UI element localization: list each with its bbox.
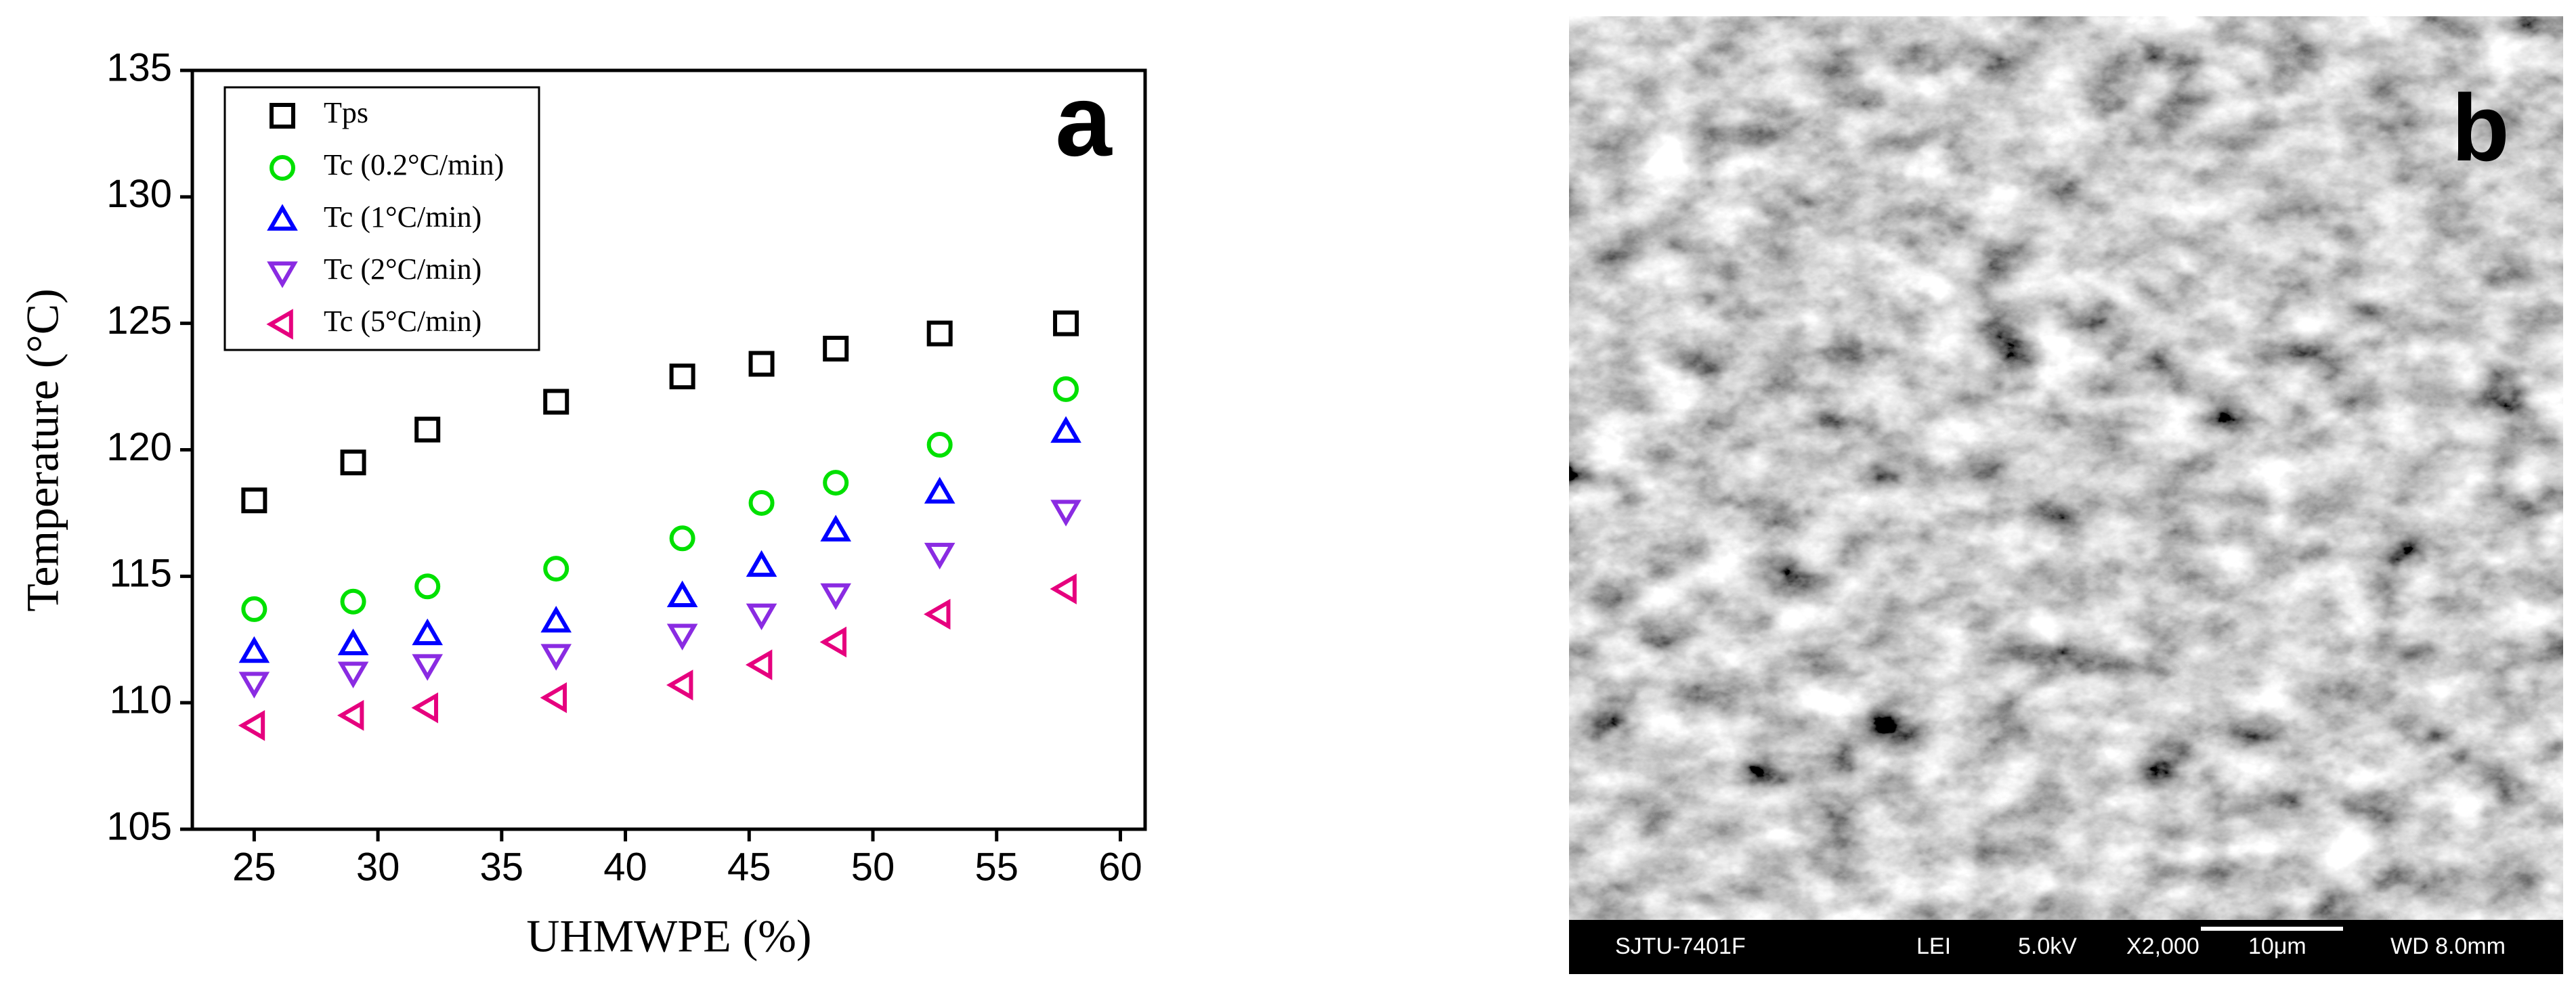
marker [926, 320, 953, 347]
legend-marker [267, 261, 298, 288]
marker [337, 628, 369, 656]
marker [540, 682, 567, 713]
marker [926, 432, 953, 458]
panel-label: a [1055, 64, 1113, 177]
marker [238, 671, 270, 699]
marker [748, 489, 775, 516]
marker [543, 389, 570, 415]
marker [924, 542, 956, 570]
marker [746, 603, 777, 630]
marker [340, 449, 366, 476]
marker [819, 626, 846, 658]
x-tick-label: 30 [356, 845, 400, 889]
marker [238, 636, 270, 663]
legend-label: Tc (0.2°C/min) [324, 148, 504, 181]
marker [746, 550, 777, 577]
marker [666, 669, 693, 701]
marker [924, 477, 956, 504]
legend-label: Tc (1°C/min) [324, 200, 481, 234]
legend-marker [270, 155, 295, 181]
info-text: LEI [1916, 933, 1951, 959]
marker [748, 351, 775, 377]
y-tick-label: 125 [106, 299, 172, 343]
info-text: SJTU-7401F [1615, 933, 1746, 959]
x-axis-label: UHMWPE (%) [526, 910, 811, 962]
y-tick-label: 120 [106, 425, 172, 469]
marker [745, 649, 773, 680]
legend-label: Tc (2°C/min) [324, 252, 481, 286]
marker [820, 583, 851, 611]
marker [543, 556, 570, 582]
info-text: X2,000 [2126, 933, 2199, 959]
y-tick-label: 115 [110, 552, 172, 596]
legend-marker [266, 309, 293, 340]
legend-label: Tps [324, 96, 368, 129]
marker [1053, 376, 1079, 402]
marker [540, 606, 572, 633]
sem-texture [1569, 16, 2563, 920]
marker [666, 623, 698, 651]
x-tick-label: 25 [232, 845, 276, 889]
marker [823, 336, 849, 362]
x-tick-label: 40 [603, 845, 647, 889]
x-tick-label: 50 [851, 845, 895, 889]
y-tick-label: 130 [106, 172, 172, 216]
marker [1050, 416, 1081, 443]
marker [1050, 573, 1077, 604]
marker [412, 654, 443, 681]
legend-marker [267, 204, 298, 231]
marker [540, 644, 572, 671]
marker [411, 692, 438, 724]
marker [238, 709, 265, 741]
marker [340, 588, 366, 615]
y-tick-label: 135 [106, 45, 172, 89]
x-tick-label: 45 [727, 845, 771, 889]
marker [241, 596, 267, 622]
legend-label: Tc (5°C/min) [324, 305, 481, 338]
x-tick-label: 35 [480, 845, 524, 889]
info-bar [1569, 920, 2563, 974]
x-tick-label: 55 [974, 845, 1018, 889]
panel-label: b [2451, 74, 2510, 181]
marker [241, 487, 267, 514]
y-axis-label: Temperature (°C) [17, 288, 68, 611]
marker [414, 416, 441, 443]
info-text: 10μm [2248, 933, 2306, 959]
marker [1050, 500, 1081, 527]
sem-image: b SJTU-7401F LEI 5.0kV X2,000 10μm WD 8.… [1569, 16, 2563, 974]
marker [337, 661, 369, 688]
marker [666, 580, 698, 608]
y-tick-label: 105 [106, 804, 172, 848]
marker [414, 573, 441, 600]
marker [412, 618, 443, 646]
info-text: WD 8.0mm [2390, 933, 2506, 959]
marker [820, 514, 851, 542]
info-text: 5.0kV [2018, 933, 2077, 959]
legend-marker [270, 103, 295, 129]
marker [669, 525, 695, 552]
marker [337, 700, 364, 731]
marker [924, 598, 951, 630]
marker [823, 470, 849, 496]
y-tick-label: 110 [110, 678, 172, 722]
marker [669, 364, 695, 390]
x-tick-label: 60 [1098, 845, 1142, 889]
marker [1053, 310, 1079, 336]
